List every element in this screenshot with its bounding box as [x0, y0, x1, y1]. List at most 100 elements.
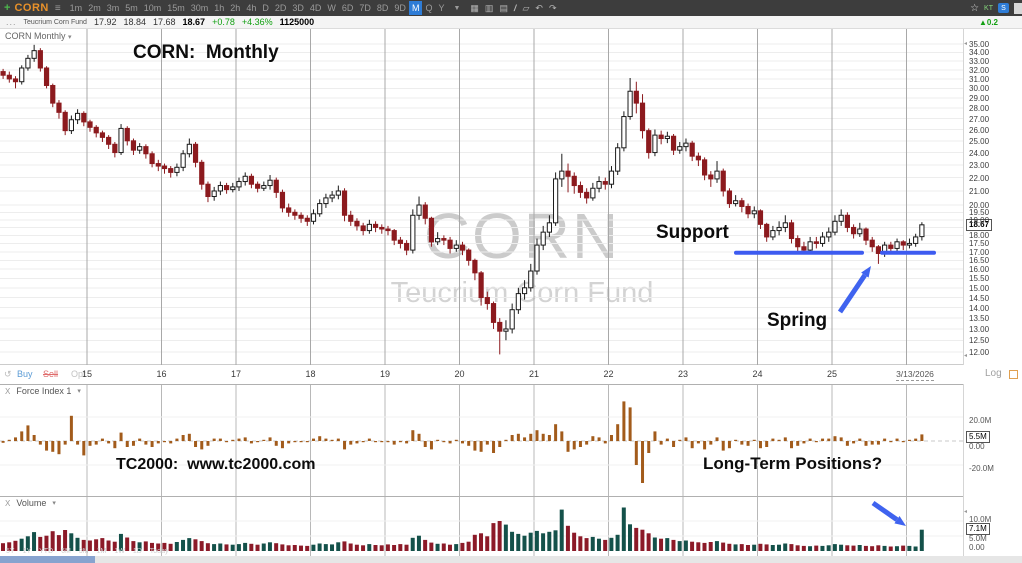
share-icon[interactable]: ↷	[548, 3, 557, 13]
close-icon[interactable]: X	[5, 498, 11, 508]
candle-body	[31, 50, 37, 59]
timeframe-3D[interactable]: 3D	[292, 3, 304, 13]
candle-body	[273, 179, 279, 193]
timeframe-30m[interactable]: 30m	[190, 3, 209, 13]
sell-button[interactable]: Sell	[43, 369, 59, 379]
preset-5y[interactable]: 5Y	[6, 548, 15, 555]
timeframe-5m[interactable]: 5m	[125, 3, 138, 13]
volume-panel[interactable]: X Volume ▾ 5Y 1Y YTD 6M 3M 1M 1W 1D Today	[0, 496, 963, 556]
volume-bar	[845, 545, 850, 551]
preset-1y[interactable]: 1Y	[22, 548, 32, 555]
volume-axis[interactable]: ◂ 10.0M 7.1M 5.0M 0.00	[963, 496, 1022, 556]
preset-6m[interactable]: 6M	[61, 548, 71, 555]
timeframe-10m[interactable]: 10m	[143, 3, 162, 13]
annotation-chart-title[interactable]: CORN: Monthly	[133, 42, 279, 63]
timeframe-7D[interactable]: 7D	[359, 3, 371, 13]
candle-body	[733, 200, 739, 205]
timeframe-Y[interactable]: Y	[438, 3, 445, 13]
axis-collapse-icon[interactable]: ◂	[964, 509, 968, 515]
force-index-panel[interactable]: X Force Index 1 ▾ TC2000: www.tc2000.com…	[0, 384, 963, 496]
timeframe-4D[interactable]: 4D	[309, 3, 322, 13]
price-axis[interactable]: ◂ ◂ 18.67 35.00 34.00 33.00 32.00 31.00 30.00…	[963, 29, 1022, 365]
axis-collapse-icon[interactable]: ◂	[964, 353, 968, 359]
candle-body	[422, 204, 428, 219]
timeframe-D[interactable]: D	[262, 3, 269, 13]
axis-collapse-icon[interactable]: ◂	[964, 41, 968, 47]
preset-1d[interactable]: 1D	[132, 548, 142, 555]
timeframe-1h[interactable]: 1h	[214, 3, 225, 13]
force-index-axis[interactable]: 20.0M 5.5M 0.00 -20.0M	[963, 384, 1022, 496]
timeframe-8D[interactable]: 8D	[376, 3, 389, 13]
timeframe-6D[interactable]: 6D	[341, 3, 354, 13]
instrument-selector[interactable]: CORN Monthly ▾	[5, 31, 72, 41]
pencil-icon[interactable]: /	[513, 3, 518, 13]
volume-bar	[131, 541, 136, 551]
preset-3m[interactable]: 3M	[78, 548, 89, 555]
star-icon[interactable]: ☆	[970, 2, 980, 14]
force-bar	[7, 439, 11, 441]
preset-1w[interactable]: 1W	[114, 548, 125, 555]
main-chart-panel[interactable]: CORN Teucrium Corn Fund CORN Monthly ▾ C…	[0, 29, 963, 365]
volume-bar	[298, 545, 303, 551]
force-bar	[665, 438, 669, 441]
force-bar	[194, 441, 198, 447]
timeframe-15m[interactable]: 15m	[167, 3, 185, 13]
candle-body	[584, 191, 590, 199]
volume-bar	[423, 539, 428, 551]
annotation-long-term[interactable]: Long-Term Positions?	[703, 454, 883, 473]
notification-badge[interactable]: S	[998, 3, 1009, 13]
candle-body	[838, 214, 844, 222]
scrollbar-thumb[interactable]	[0, 556, 95, 563]
timeframe-Q[interactable]: Q	[425, 3, 433, 13]
annotation-tc2000[interactable]: TC2000: www.tc2000.com	[116, 456, 316, 473]
preset-1m[interactable]: 1M	[96, 548, 107, 555]
volume-bar	[894, 546, 899, 551]
log-scale-toggle[interactable]: Log	[985, 368, 1002, 379]
volume-title[interactable]: Volume	[16, 498, 47, 508]
force-bar	[560, 431, 564, 441]
candle-body	[677, 146, 683, 151]
last-date-label[interactable]: 3/13/2026	[896, 369, 934, 381]
refresh-icon[interactable]: ↺	[4, 369, 12, 379]
notes-icon[interactable]: ▤	[499, 3, 508, 13]
opt-button[interactable]: Opt	[71, 369, 86, 379]
timeframe-2D[interactable]: 2D	[274, 3, 287, 13]
eraser-icon[interactable]: ▱	[522, 3, 530, 13]
candle-body	[571, 175, 577, 187]
close-icon[interactable]: X	[5, 386, 11, 396]
timeframe-W[interactable]: W	[327, 3, 336, 13]
candle-body	[174, 166, 180, 173]
volume-bar	[7, 542, 12, 551]
volume-arrow[interactable]	[871, 500, 906, 526]
timeframe-4h[interactable]: 4h	[246, 3, 257, 13]
candle-body	[776, 226, 782, 232]
fi-axis-bottom: -20.0M	[969, 464, 994, 473]
horizontal-scrollbar[interactable]	[0, 556, 1022, 563]
timeframe-dropdown-icon[interactable]: ▼	[453, 4, 461, 12]
axis-settings-icon[interactable]	[1009, 370, 1018, 379]
quote-menu-dots[interactable]: ...	[6, 17, 17, 27]
volume-bar	[348, 543, 353, 551]
timeframe-9D[interactable]: 9D	[394, 3, 406, 13]
spring-arrow[interactable]	[837, 266, 871, 314]
buy-button[interactable]: Buy	[17, 369, 33, 379]
timeframe-3m[interactable]: 3m	[106, 3, 120, 13]
app-icon[interactable]: +	[4, 2, 11, 14]
timeframe-M[interactable]: M	[408, 1, 423, 15]
force-index-title[interactable]: Force Index 1	[16, 386, 72, 396]
chart-type-icon[interactable]: ▦	[470, 3, 479, 13]
timeframe-1m[interactable]: 1m	[69, 3, 83, 13]
indicators-icon[interactable]: ▥	[484, 3, 494, 13]
annotation-support-label[interactable]: Support	[656, 222, 729, 243]
preset-ytd[interactable]: YTD	[39, 548, 54, 555]
annotation-spring-label[interactable]: Spring	[767, 310, 828, 331]
undo-icon[interactable]: ↶	[535, 3, 543, 13]
candle-body	[857, 228, 863, 235]
timeframe-2h[interactable]: 2h	[230, 3, 241, 13]
symbol-label[interactable]: CORN	[14, 2, 49, 14]
candle-body	[664, 135, 670, 140]
menu-icon[interactable]: ≡	[54, 2, 61, 14]
candle-body	[689, 142, 695, 157]
timeframe-2m[interactable]: 2m	[88, 3, 101, 13]
preset-today[interactable]: Today	[149, 548, 169, 555]
